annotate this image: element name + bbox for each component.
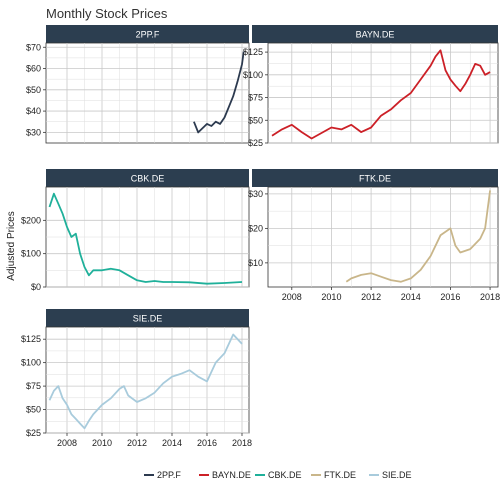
x-tick-label: 2012 — [127, 438, 147, 448]
x-tick-label: 2018 — [480, 292, 500, 302]
x-tick-label: 2008 — [57, 438, 77, 448]
panel-strip-label: FTK.DE — [359, 174, 391, 184]
panel-strip-label: BAYN.DE — [356, 30, 395, 40]
y-tick-label: $0 — [31, 282, 41, 292]
legend-label: 2PP.F — [157, 470, 181, 480]
panel-2pp-f: 2PP.F $30 $40 $50 $60 $70 — [26, 25, 250, 144]
x-tick-label: 2014 — [401, 292, 421, 302]
panel-ftk-de: FTK.DE $10 $20 $30 2008 2010 2012 2014 2016 2018 — [248, 169, 500, 302]
y-tick-label: $50 — [248, 115, 263, 125]
y-tick-label: $25 — [248, 138, 263, 148]
panel-sie-de: SIE.DE $25 $50 $75 $100 $125 2008 2010 2012 2014 2… — [21, 309, 252, 448]
x-tick-label: 2010 — [92, 438, 112, 448]
y-tick-label: $75 — [248, 93, 263, 103]
y-tick-label: $50 — [26, 405, 41, 415]
x-tick-label: 2012 — [361, 292, 381, 302]
y-tick-label: $200 — [21, 215, 41, 225]
panel-bayn-de: BAYN.DE $25 $50 $75 $100 $125 — [243, 25, 499, 148]
y-axis-label: Adjusted Prices — [6, 211, 17, 280]
y-tick-label: $125 — [21, 334, 41, 344]
y-tick-label: $25 — [26, 428, 41, 438]
y-tick-label: $70 — [26, 42, 41, 52]
y-tick-label: $20 — [248, 223, 263, 233]
x-tick-label: 2016 — [197, 438, 217, 448]
y-tick-label: $10 — [248, 258, 263, 268]
series-line-bayn-de — [271, 49, 491, 140]
y-tick-label: $60 — [26, 64, 41, 74]
series-line-sie-de — [48, 333, 243, 430]
y-tick-label: $50 — [26, 85, 41, 95]
legend-label: FTK.DE — [324, 470, 356, 480]
x-tick-label: 2008 — [282, 292, 302, 302]
y-tick-label: $100 — [21, 249, 41, 259]
x-tick-label: 2018 — [232, 438, 252, 448]
x-tick-label: 2014 — [162, 438, 182, 448]
y-tick-label: $30 — [26, 127, 41, 137]
series-line-ftk-de — [345, 190, 491, 283]
panel-border — [45, 326, 250, 434]
x-tick-label: 2016 — [440, 292, 460, 302]
legend-label: BAYN.DE — [212, 470, 251, 480]
y-tick-label: $125 — [243, 47, 263, 57]
panel-strip-label: SIE.DE — [133, 314, 163, 324]
y-tick-label: $75 — [26, 381, 41, 391]
panel-cbk-de: CBK.DE $0 $100 $200 — [21, 169, 250, 292]
panel-strip — [46, 25, 249, 43]
y-tick-label: $40 — [26, 106, 41, 116]
y-tick-label: $100 — [243, 70, 263, 80]
panel-strip — [46, 309, 249, 327]
x-tick-label: 2010 — [321, 292, 341, 302]
panel-strip — [252, 25, 498, 43]
panel-border — [267, 186, 499, 288]
legend: 2PP.F BAYN.DE CBK.DE FTK.DE SIE.DE — [144, 470, 412, 480]
series-line-2pp-f — [193, 51, 245, 134]
legend-entry-bayn-de: BAYN.DE — [199, 470, 251, 480]
legend-label: CBK.DE — [268, 470, 302, 480]
panel-strip — [46, 169, 249, 187]
legend-entry-ftk-de: FTK.DE — [311, 470, 356, 480]
panel-strip — [252, 169, 498, 187]
panel-strip-label: 2PP.F — [136, 30, 160, 40]
panel-border — [45, 42, 250, 144]
legend-entry-2pp-f: 2PP.F — [144, 470, 181, 480]
panel-strip-label: CBK.DE — [131, 174, 165, 184]
legend-label: SIE.DE — [382, 470, 412, 480]
series-line-cbk-de — [48, 192, 243, 285]
y-tick-label: $30 — [248, 189, 263, 199]
chart-panels: 2PP.F $30 $40 $50 $60 $70 BAYN.DE $25 $50 $75 $100… — [21, 25, 500, 448]
y-tick-label: $100 — [21, 358, 41, 368]
legend-entry-sie-de: SIE.DE — [369, 470, 412, 480]
chart-title: Monthly Stock Prices — [46, 6, 168, 21]
legend-entry-cbk-de: CBK.DE — [255, 470, 302, 480]
panel-border — [267, 42, 499, 144]
